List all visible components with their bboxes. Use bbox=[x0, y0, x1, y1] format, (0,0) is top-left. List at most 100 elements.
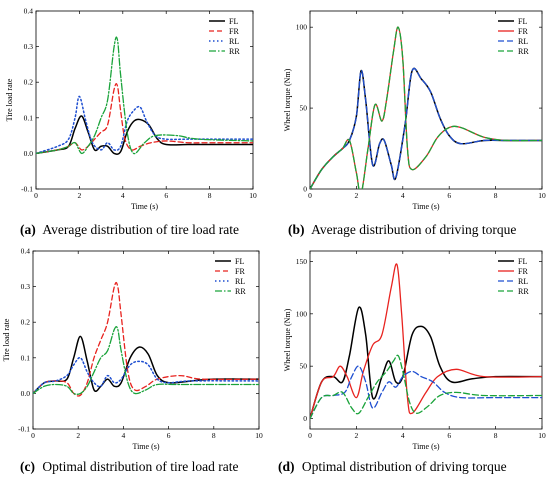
y-tick-label: 0.1 bbox=[24, 113, 34, 122]
legend-label-rr: RR bbox=[235, 287, 246, 296]
legend-label-rr: RR bbox=[229, 47, 240, 56]
x-axis-label: Time (s) bbox=[412, 202, 439, 211]
series-line-rr bbox=[310, 26, 542, 189]
x-tick-label: 4 bbox=[122, 431, 126, 440]
y-tick-label: 0 bbox=[303, 414, 307, 423]
legend-label-fr: FR bbox=[229, 27, 239, 36]
legend-label-rl: RL bbox=[518, 277, 528, 286]
caption-c-letter: (c) bbox=[20, 459, 35, 474]
x-tick-label: 10 bbox=[538, 431, 546, 440]
x-tick-label: 2 bbox=[78, 191, 82, 200]
x-tick-label: 0 bbox=[31, 431, 35, 440]
x-tick-label: 0 bbox=[34, 191, 38, 200]
x-tick-label: 8 bbox=[494, 191, 498, 200]
y-tick-label: 100 bbox=[296, 23, 308, 32]
caption-a: (a) Average distribution of tire load ra… bbox=[20, 222, 239, 237]
caption-b-text: Average distribution of driving torque bbox=[311, 222, 516, 237]
caption-d-letter: (d) bbox=[278, 459, 295, 474]
x-tick-label: 8 bbox=[208, 191, 212, 200]
y-tick-label: 0.0 bbox=[21, 389, 31, 398]
series-line-rl bbox=[310, 365, 542, 420]
series-line-rl bbox=[36, 95, 253, 155]
x-tick-label: 2 bbox=[76, 431, 80, 440]
series-group bbox=[310, 263, 542, 420]
x-tick-label: 8 bbox=[212, 431, 216, 440]
legend-label-rr: RR bbox=[518, 287, 529, 296]
x-tick-label: 6 bbox=[164, 191, 168, 200]
x-tick-label: 0 bbox=[308, 431, 312, 440]
series-line-fl bbox=[36, 115, 253, 155]
x-axis-label: Time (s) bbox=[132, 442, 159, 451]
y-tick-label: 0.4 bbox=[24, 7, 34, 16]
x-axis-label: Time (s) bbox=[412, 442, 439, 451]
y-tick-label: -0.1 bbox=[21, 185, 33, 194]
y-tick-label: 50 bbox=[300, 362, 308, 371]
series-line-fr bbox=[33, 281, 259, 397]
legend-label-fr: FR bbox=[518, 267, 528, 276]
series-group bbox=[36, 36, 253, 155]
y-tick-label: 150 bbox=[296, 257, 308, 266]
legend-label-rl: RL bbox=[235, 277, 245, 286]
y-tick-label: 0.3 bbox=[21, 282, 31, 291]
x-tick-label: 4 bbox=[401, 431, 405, 440]
x-tick-label: 8 bbox=[494, 431, 498, 440]
caption-c: (c) Optimal distribution of tire load ra… bbox=[20, 459, 238, 474]
legend-label-fl: FL bbox=[229, 17, 238, 26]
x-tick-label: 10 bbox=[538, 191, 546, 200]
series-line-rl bbox=[310, 67, 542, 189]
series-group bbox=[33, 281, 259, 397]
y-tick-label: -0.1 bbox=[18, 425, 30, 434]
series-line-fr bbox=[310, 263, 542, 420]
y-tick-label: 50 bbox=[300, 104, 308, 113]
series-line-rl bbox=[33, 356, 259, 395]
series-line-fl bbox=[33, 335, 259, 395]
legend-label-rl: RL bbox=[229, 37, 239, 46]
y-axis-label: Wheel torque (Nm) bbox=[283, 308, 292, 371]
y-tick-label: 0 bbox=[303, 185, 307, 194]
y-tick-label: 0.1 bbox=[21, 353, 31, 362]
y-tick-label: 0.3 bbox=[24, 42, 34, 51]
caption-b: (b) Average distribution of driving torq… bbox=[288, 222, 516, 237]
legend-label-fl: FL bbox=[518, 17, 527, 26]
series-group bbox=[310, 26, 542, 189]
x-tick-label: 2 bbox=[355, 191, 359, 200]
legend-label-fl: FL bbox=[518, 257, 527, 266]
x-tick-label: 4 bbox=[401, 191, 405, 200]
chart-a: 0 2 4 6 8 10 -0.1 0.0 0.1 0.2 0.3 0.4 Time (s) Tire l… bbox=[5, 7, 257, 212]
legend-label-rl: RL bbox=[518, 37, 528, 46]
series-line-rr bbox=[33, 326, 259, 395]
x-tick-label: 10 bbox=[249, 191, 257, 200]
y-tick-label: 0.0 bbox=[24, 149, 34, 158]
caption-d-text: Optimal distribution of driving torque bbox=[302, 459, 507, 474]
x-tick-label: 6 bbox=[167, 431, 171, 440]
x-tick-label: 10 bbox=[255, 431, 263, 440]
caption-a-text: Average distribution of tire load rate bbox=[42, 222, 239, 237]
x-axis-label: Time (s) bbox=[131, 202, 158, 211]
y-tick-label: 0.4 bbox=[21, 247, 31, 256]
y-axis-label: Tire load rate bbox=[5, 78, 14, 121]
plot-frame bbox=[309, 10, 543, 190]
x-tick-label: 0 bbox=[308, 191, 312, 200]
x-tick-label: 6 bbox=[447, 431, 451, 440]
plot-frame bbox=[35, 10, 254, 190]
y-tick-label: 0.2 bbox=[24, 78, 34, 87]
series-line-rr bbox=[36, 36, 253, 155]
caption-d: (d) Optimal distribution of driving torq… bbox=[278, 459, 507, 474]
legend-label-fl: FL bbox=[235, 257, 244, 266]
plot-frame bbox=[32, 250, 260, 430]
legend-label-fr: FR bbox=[235, 267, 245, 276]
y-tick-label: 100 bbox=[296, 309, 308, 318]
legend-label-fr: FR bbox=[518, 27, 528, 36]
series-line-fl bbox=[310, 306, 542, 420]
series-line-fr bbox=[310, 26, 542, 189]
caption-a-letter: (a) bbox=[20, 222, 36, 237]
x-tick-label: 6 bbox=[447, 191, 451, 200]
x-tick-label: 2 bbox=[355, 431, 359, 440]
